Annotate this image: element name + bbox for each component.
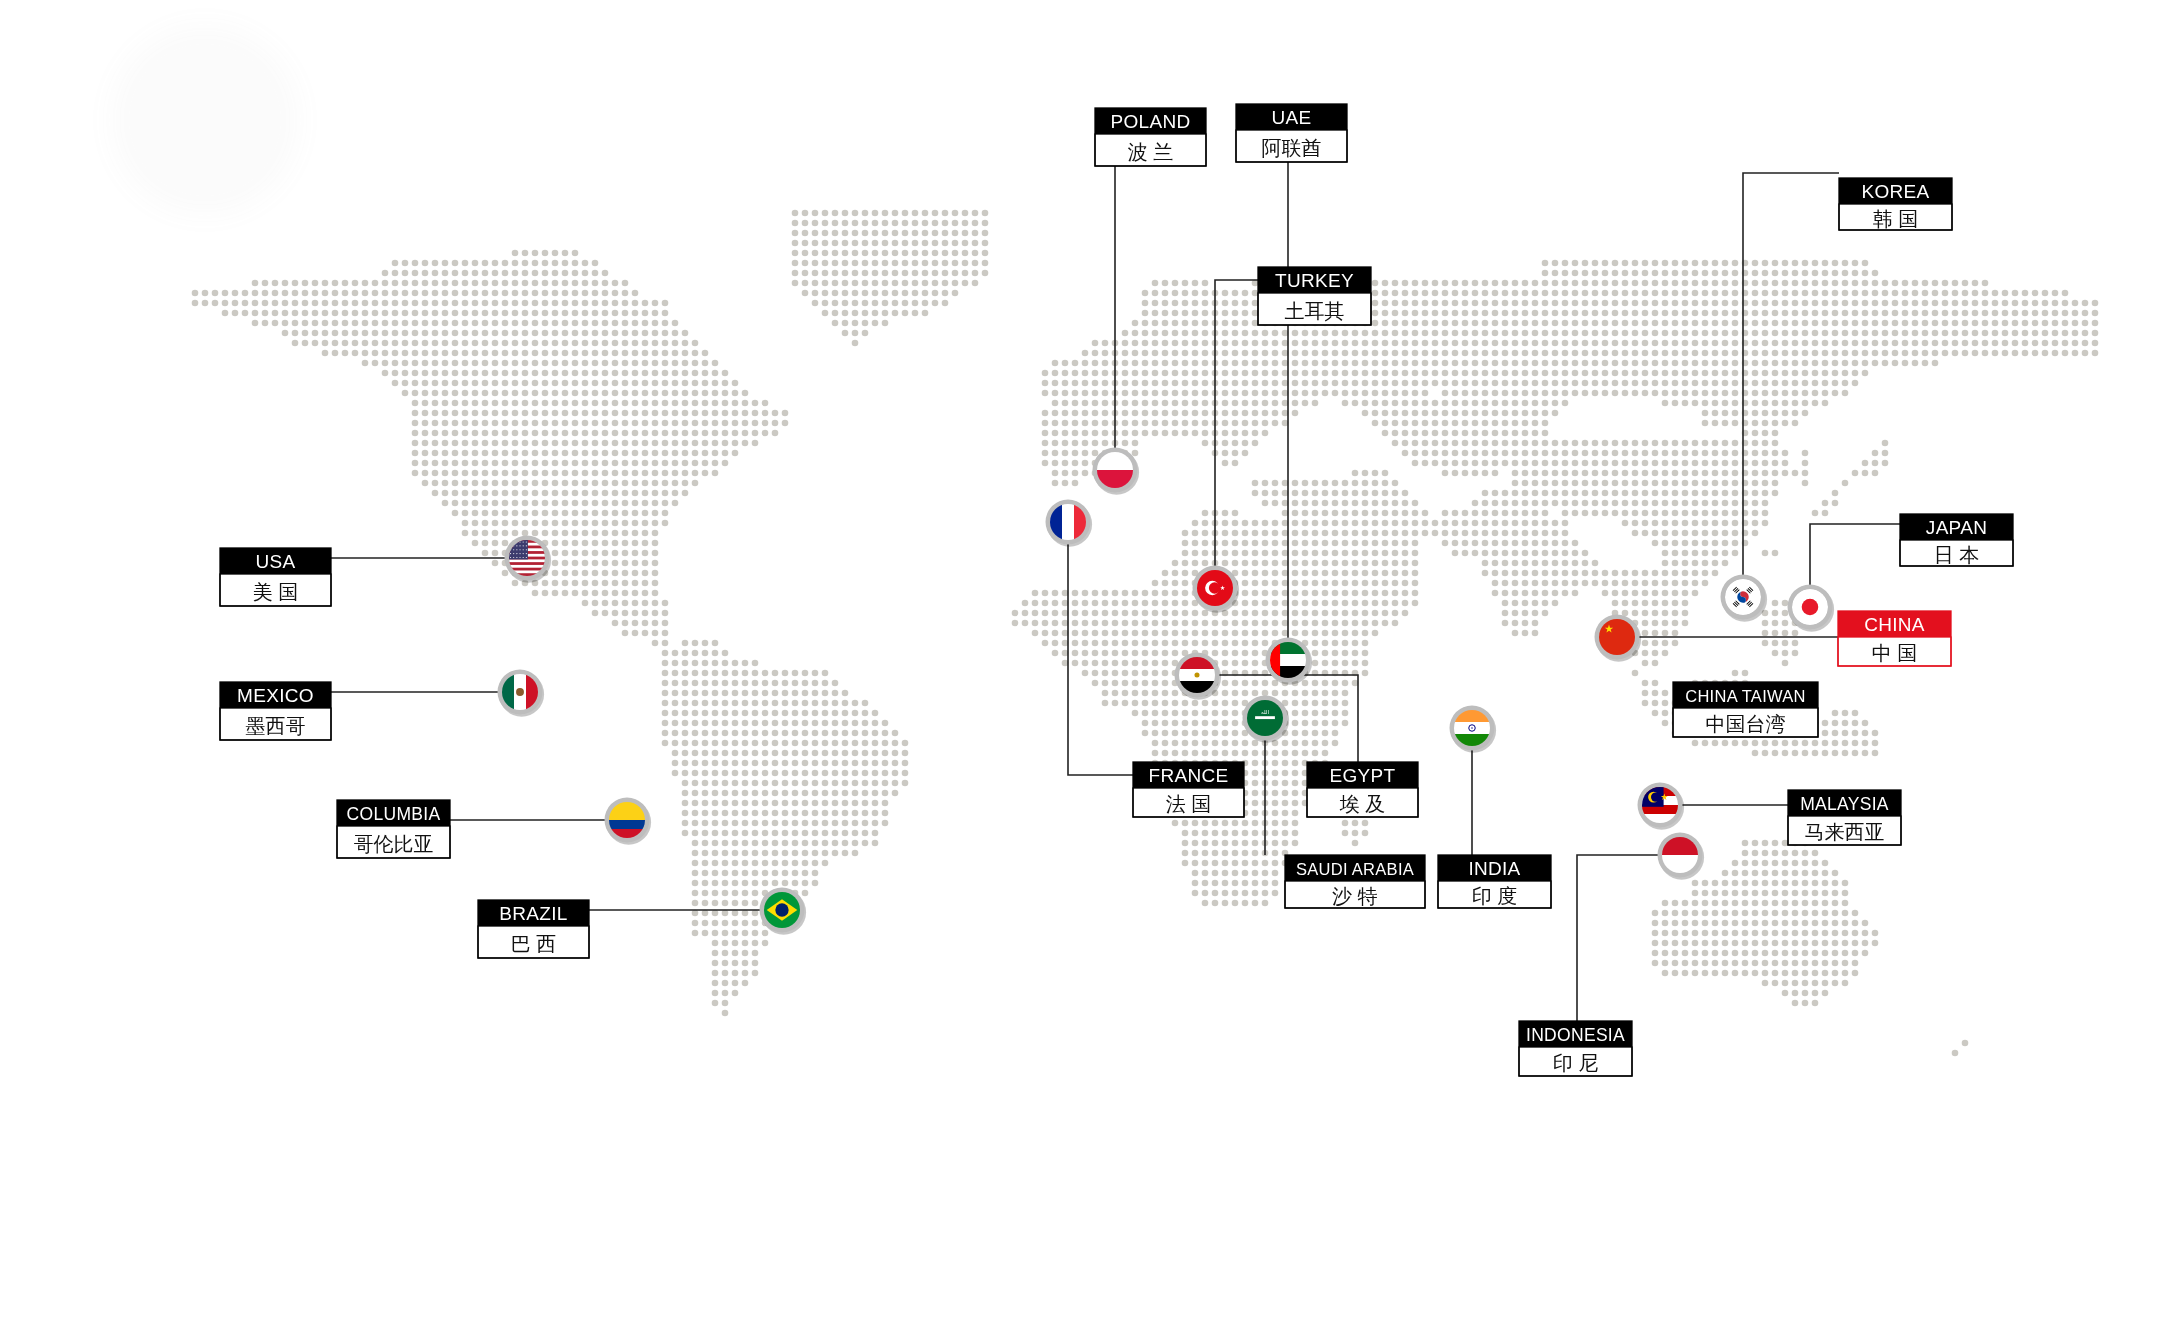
svg-text:USA: USA [256, 551, 296, 572]
svg-text:日 本: 日 本 [1934, 544, 1980, 566]
svg-text:INDIA: INDIA [1468, 858, 1520, 879]
svg-text:INDONESIA: INDONESIA [1526, 1025, 1625, 1045]
svg-text:土耳其: 土耳其 [1285, 300, 1345, 322]
svg-text:CHINA TAIWAN: CHINA TAIWAN [1685, 687, 1806, 705]
svg-text:墨西哥: 墨西哥 [246, 715, 306, 737]
svg-text:巴 西: 巴 西 [511, 933, 557, 955]
svg-text:EGYPT: EGYPT [1330, 765, 1396, 786]
svg-text:MALAYSIA: MALAYSIA [1800, 794, 1889, 814]
svg-text:波 兰: 波 兰 [1128, 141, 1174, 163]
svg-text:中国台湾: 中国台湾 [1706, 713, 1786, 735]
svg-text:韩 国: 韩 国 [1873, 208, 1919, 230]
svg-text:MEXICO: MEXICO [237, 685, 314, 706]
svg-text:JAPAN: JAPAN [1926, 517, 1987, 538]
svg-text:哥伦比亚: 哥伦比亚 [354, 833, 434, 855]
svg-text:印 度: 印 度 [1472, 885, 1518, 907]
svg-text:埃 及: 埃 及 [1339, 793, 1386, 815]
svg-text:FRANCE: FRANCE [1149, 765, 1229, 786]
svg-text:中 国: 中 国 [1872, 642, 1918, 664]
svg-text:POLAND: POLAND [1111, 111, 1191, 132]
svg-text:沙 特: 沙 特 [1332, 885, 1378, 907]
svg-text:BRAZIL: BRAZIL [499, 903, 567, 924]
svg-text:UAE: UAE [1272, 107, 1312, 128]
svg-text:SAUDI ARABIA: SAUDI ARABIA [1296, 860, 1414, 878]
svg-text:马来西亚: 马来西亚 [1805, 821, 1885, 843]
svg-text:阿联酋: 阿联酋 [1262, 137, 1322, 159]
svg-text:KOREA: KOREA [1861, 181, 1929, 202]
svg-text:TURKEY: TURKEY [1275, 270, 1354, 291]
svg-text:印 尼: 印 尼 [1553, 1052, 1599, 1074]
svg-text:美 国: 美 国 [253, 581, 299, 603]
svg-text:法 国: 法 国 [1166, 793, 1212, 815]
svg-text:COLUMBIA: COLUMBIA [347, 804, 441, 824]
svg-text:الله: الله [1261, 709, 1269, 715]
svg-text:CHINA: CHINA [1864, 614, 1925, 635]
